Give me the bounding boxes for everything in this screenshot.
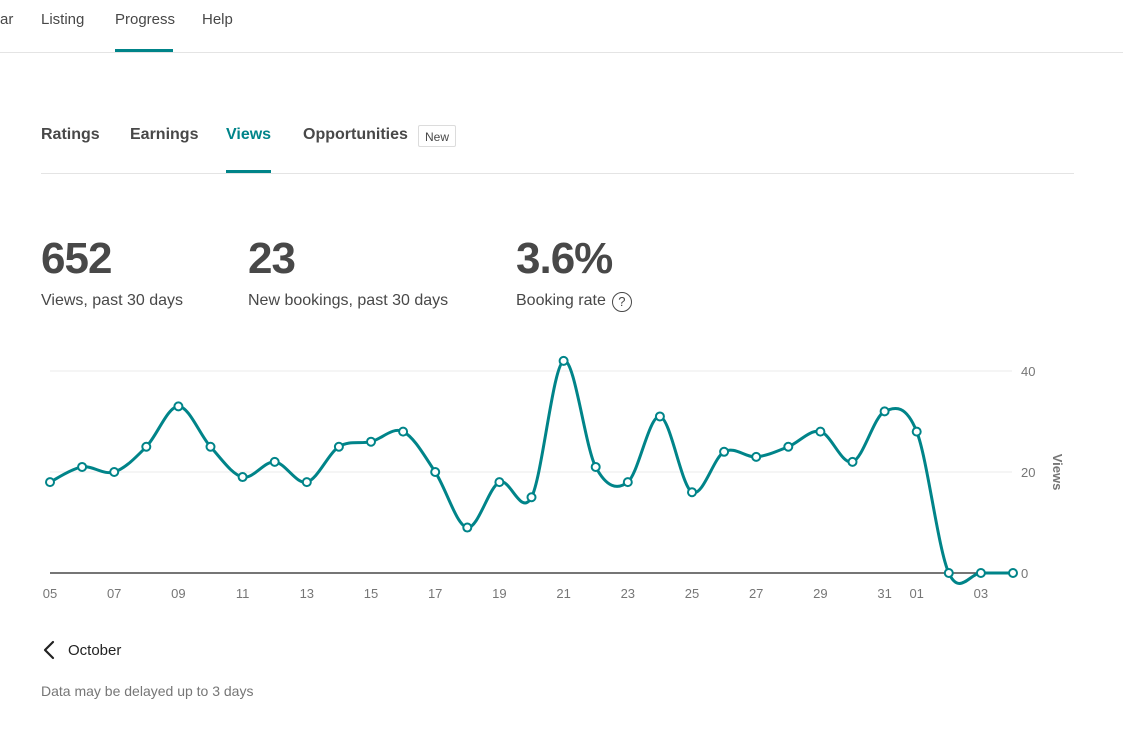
data-point[interactable] xyxy=(526,492,537,503)
x-tick-label: 31 xyxy=(877,586,891,601)
data-point[interactable] xyxy=(205,441,216,452)
data-point[interactable] xyxy=(751,451,762,462)
question-circle-icon[interactable]: ? xyxy=(611,292,632,312)
stat-bookings-label: New bookings, past 30 days xyxy=(248,292,449,309)
topnav-item-calendar[interactable]: ar xyxy=(0,11,14,28)
data-point[interactable] xyxy=(783,441,794,452)
topnav-item-listing[interactable]: Listing xyxy=(41,11,85,28)
tab-views[interactable]: Views xyxy=(226,126,272,143)
x-tick-label: 13 xyxy=(300,586,314,601)
data-point[interactable] xyxy=(494,477,505,488)
data-point[interactable] xyxy=(911,426,922,437)
data-point[interactable] xyxy=(558,355,569,366)
x-tick-label: 05 xyxy=(43,586,57,601)
x-tick-label: 01 xyxy=(909,586,923,601)
data-point[interactable] xyxy=(590,461,601,472)
stat-booking-rate-label: Booking rate xyxy=(516,292,606,309)
tab-earnings[interactable]: Earnings xyxy=(130,126,199,143)
data-point[interactable] xyxy=(719,446,730,457)
sub-tabs: Ratings Earnings Views Opportunities New xyxy=(41,0,1074,174)
x-tick-label: 15 xyxy=(364,586,378,601)
stat-views-label: Views, past 30 days xyxy=(41,292,184,309)
data-point[interactable] xyxy=(847,456,858,467)
views-series-line xyxy=(49,359,1013,585)
x-tick-label: 09 xyxy=(171,586,185,601)
data-point[interactable] xyxy=(173,401,184,412)
data-point[interactable] xyxy=(1008,568,1018,578)
x-tick-label: 27 xyxy=(749,586,763,601)
x-tick-label: 29 xyxy=(813,586,827,601)
x-tick-label: 19 xyxy=(492,586,506,601)
views-line-chart: 0 20 40 Views 05 07 09 11 13 15 17 19 21 23 25 27 29 31 01… xyxy=(43,355,1065,601)
data-point[interactable] xyxy=(333,441,344,452)
y-axis-label: Views xyxy=(1050,454,1065,491)
tab-active-indicator xyxy=(226,170,271,173)
data-point[interactable] xyxy=(654,411,665,422)
x-tick-label: 07 xyxy=(107,586,121,601)
stat-views-value: 652 xyxy=(41,234,112,283)
x-tick-label: 03 xyxy=(974,586,988,601)
data-point[interactable] xyxy=(45,477,55,488)
stat-bookings-value: 23 xyxy=(248,234,296,283)
x-tick-label: 17 xyxy=(428,586,442,601)
topnav-active-indicator xyxy=(115,49,173,52)
top-navigation: ar Listing Progress Help xyxy=(0,0,1123,53)
data-point[interactable] xyxy=(366,436,376,447)
tab-ratings[interactable]: Ratings xyxy=(41,126,100,143)
stat-booking-rate-block: Booking rate? xyxy=(516,292,632,312)
data-point[interactable] xyxy=(462,522,473,533)
data-point[interactable] xyxy=(975,568,986,578)
data-point[interactable] xyxy=(237,472,248,483)
x-tick-label: 21 xyxy=(556,586,570,601)
data-point[interactable] xyxy=(109,467,120,477)
data-point[interactable] xyxy=(77,461,88,472)
x-tick-label: 23 xyxy=(621,586,635,601)
data-point[interactable] xyxy=(943,568,954,578)
data-point[interactable] xyxy=(430,467,441,477)
data-point[interactable] xyxy=(269,456,280,467)
previous-month-link[interactable]: October xyxy=(41,640,121,660)
y-tick-label: 40 xyxy=(1021,364,1035,379)
data-delay-note: Data may be delayed up to 3 days xyxy=(41,683,254,699)
data-point[interactable] xyxy=(398,426,409,437)
data-point[interactable] xyxy=(687,487,697,498)
y-tick-label: 0 xyxy=(1021,566,1028,581)
stat-booking-rate-value: 3.6% xyxy=(516,234,613,283)
x-tick-label: 25 xyxy=(685,586,699,601)
x-tick-label: 11 xyxy=(236,586,250,601)
data-point[interactable] xyxy=(879,406,890,417)
chevron-left-icon xyxy=(43,640,55,660)
data-point[interactable] xyxy=(815,426,826,437)
new-badge: New xyxy=(418,125,456,147)
month-label: October xyxy=(68,641,122,659)
tab-opportunities[interactable]: Opportunities xyxy=(303,126,408,143)
data-point[interactable] xyxy=(301,477,312,488)
topnav-item-progress[interactable]: Progress xyxy=(115,11,176,28)
topnav-item-help[interactable]: Help xyxy=(202,11,233,28)
y-tick-label: 20 xyxy=(1021,465,1035,480)
data-point[interactable] xyxy=(141,441,152,452)
data-point[interactable] xyxy=(622,477,633,488)
